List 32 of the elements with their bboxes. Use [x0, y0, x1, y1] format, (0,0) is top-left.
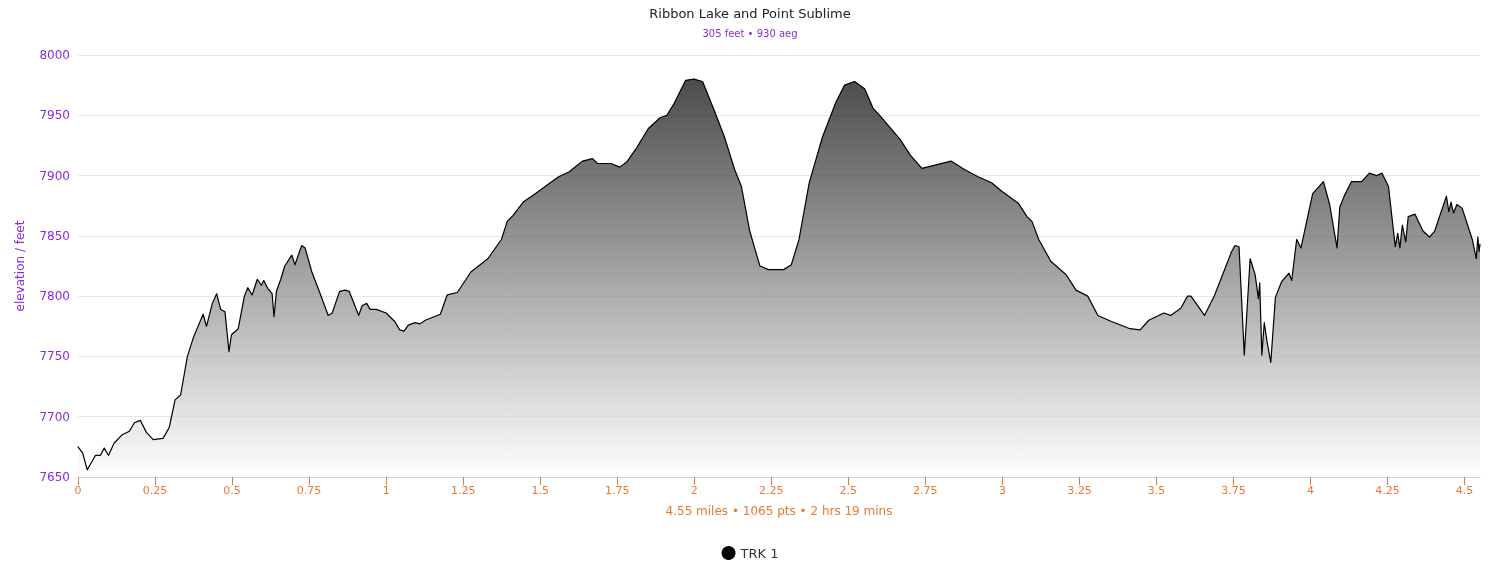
y-axis-title: elevation / feet — [13, 220, 27, 312]
x-tick-label: 2 — [690, 484, 698, 497]
x-tick-label: 0.75 — [296, 484, 322, 497]
x-tick-label: 1.25 — [450, 484, 476, 497]
y-tick-label: 7750 — [39, 349, 70, 364]
x-tick-label: 2.25 — [759, 484, 784, 497]
y-tick-label: 7800 — [39, 289, 70, 304]
x-tick-label: 2.75 — [913, 484, 938, 497]
chart-subtitle: 305 feet • 930 aeg — [702, 27, 798, 39]
x-tick-label: 3 — [998, 484, 1006, 497]
y-tick-label: 7650 — [39, 470, 70, 484]
x-tick-label: 4 — [1307, 484, 1315, 497]
x-tick-label: 0.25 — [142, 484, 168, 497]
x-tick-label: 0.5 — [223, 484, 241, 497]
y-tick-label: 7950 — [39, 108, 70, 123]
x-tick-label: 1.5 — [531, 484, 549, 497]
chart-title: Ribbon Lake and Point Sublime — [649, 6, 851, 21]
x-tick-label: 3.25 — [1067, 484, 1092, 497]
x-tick-label: 4.5 — [1455, 484, 1474, 497]
x-tick-label: 2.5 — [839, 484, 858, 497]
y-tick-label: 8000 — [39, 48, 70, 62]
y-tick-label: 7900 — [39, 168, 70, 183]
y-tick-label: 7700 — [39, 409, 70, 424]
x-axis-title: 4.55 miles • 1065 pts • 2 hrs 19 mins — [665, 504, 893, 518]
x-tick-label: 1.75 — [604, 484, 630, 497]
x-tick-label: 0 — [74, 484, 82, 497]
legend-label: TRK 1 — [739, 545, 779, 561]
y-tick-label: 7850 — [39, 228, 70, 243]
x-tick-label: 4.25 — [1375, 484, 1400, 497]
x-tick-label: 1 — [382, 484, 390, 497]
x-tick-label: 3.75 — [1221, 484, 1246, 497]
x-tick-label: 3.5 — [1147, 484, 1166, 497]
